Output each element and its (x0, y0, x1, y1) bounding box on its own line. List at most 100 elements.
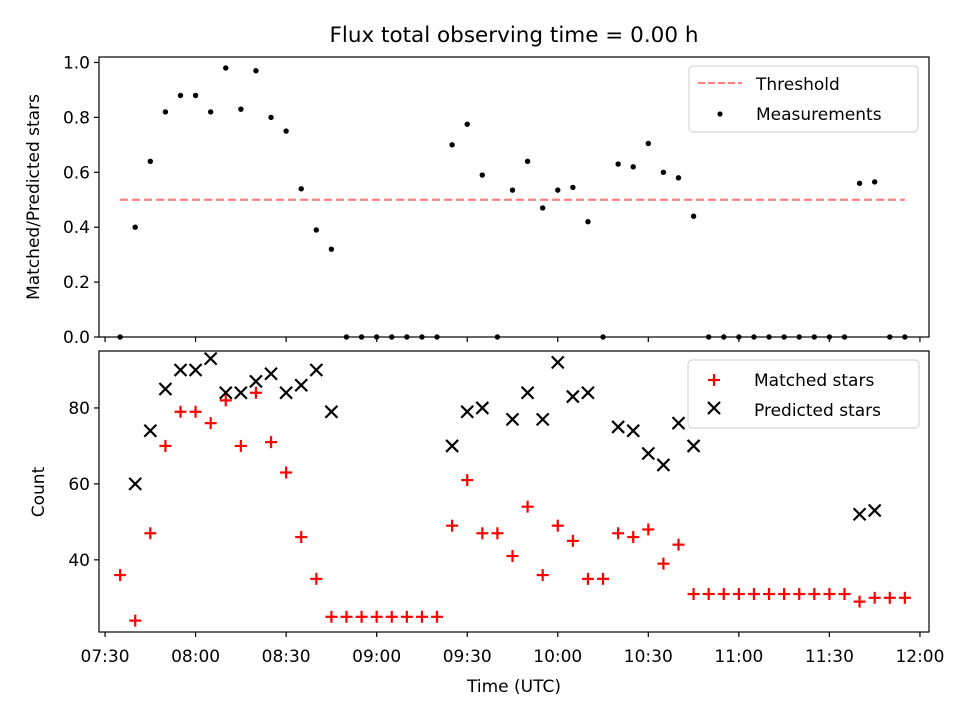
matched-star-marker (702, 588, 715, 601)
measurement-point (298, 186, 304, 192)
measurement-point (434, 334, 440, 340)
matched-star-marker (431, 610, 444, 623)
measurement-point (570, 184, 576, 191)
measurement-point (721, 334, 727, 340)
matched-star-marker (204, 417, 217, 430)
measurement-point (751, 334, 757, 340)
predicted-star-marker (158, 382, 173, 396)
predicted-star-marker (867, 503, 882, 518)
predicted-star-marker (264, 367, 278, 381)
count-legend: Matched stars Predicted stars (687, 359, 920, 429)
matched-star-marker (129, 614, 142, 627)
matched-star-marker (446, 519, 459, 532)
measurement-point (524, 158, 531, 165)
matched-star-marker (521, 500, 534, 513)
measurement-point (238, 106, 244, 112)
x-axis-label: Time (UTC) (466, 677, 561, 697)
matched-star-marker (566, 534, 579, 547)
predicted-star-marker (535, 412, 550, 427)
matched-star-marker (778, 588, 791, 601)
predicted-star-marker (234, 385, 248, 400)
matched-star-marker (249, 386, 262, 399)
matched-star-marker (174, 405, 187, 418)
measurement-point (479, 172, 486, 178)
predicted-star-marker (294, 378, 308, 392)
matched-star-marker (265, 436, 278, 449)
matched-star-marker (763, 588, 776, 601)
matched-star-marker (808, 588, 821, 601)
measurement-point (811, 334, 818, 340)
matched-star-marker (732, 588, 745, 601)
measurement-point (736, 334, 742, 340)
count-y-axis-label: Count (29, 466, 49, 517)
count-ytick-label: 80 (68, 399, 90, 419)
x-tick-label: 10:00 (533, 647, 582, 667)
measurement-point (841, 334, 848, 340)
legend-predicted-swatch (707, 401, 721, 415)
measurement-point (887, 334, 893, 340)
x-tick-label: 11:30 (805, 647, 854, 667)
legend-matched-swatch (708, 374, 720, 386)
x-tick-label: 09:00 (352, 647, 401, 667)
measurement-point (192, 92, 199, 99)
matched-star-marker (400, 610, 413, 623)
measurement-point (253, 68, 259, 74)
matched-star-marker (657, 557, 670, 570)
measurement-point (328, 246, 335, 252)
measurement-point (147, 158, 154, 165)
measurement-point (419, 334, 425, 340)
measurement-point (389, 334, 395, 340)
predicted-star-marker (128, 477, 142, 491)
measurement-point (117, 334, 123, 340)
measurement-point (856, 180, 863, 186)
matched-star-marker (370, 610, 383, 623)
measurement-point (162, 109, 169, 115)
matched-star-marker (506, 550, 519, 563)
legend-measurements-swatch (717, 111, 723, 117)
count-panel: 40 60 80 07:30 08:00 08:30 09:00 09:30 10:00 10:… (29, 350, 944, 697)
matched-star-marker (551, 519, 564, 532)
measurement-point (343, 334, 350, 340)
ratio-ytick-label: 0.8 (63, 108, 90, 128)
measurement-point (871, 179, 878, 185)
measurement-point (313, 227, 320, 233)
matched-star-marker (189, 405, 202, 418)
x-tick-label: 12:00 (895, 647, 944, 667)
matched-star-marker (219, 394, 232, 407)
matched-star-marker (747, 588, 760, 601)
matched-star-marker (581, 572, 594, 585)
ratio-legend: Threshold Measurements (688, 65, 919, 133)
x-tick-label: 10:30 (624, 647, 673, 667)
ratio-ytick-label: 1.0 (63, 53, 90, 73)
count-axes-frame (98, 350, 930, 633)
ratio-ytick-label: 0.0 (63, 328, 90, 348)
predicted-star-marker (581, 385, 595, 400)
count-ytick-label: 60 (68, 475, 90, 495)
matched-star-marker (234, 439, 247, 452)
measurement-point (283, 128, 289, 134)
x-tick-label: 07:30 (81, 647, 130, 667)
predicted-star-marker (626, 423, 640, 438)
measurement-point (796, 334, 802, 340)
predicted-star-marker (686, 439, 701, 453)
ratio-ytick-label: 0.6 (63, 163, 90, 183)
ratio-ytick-label: 0.4 (63, 218, 90, 238)
matched-star-marker (793, 588, 806, 601)
measurement-point (555, 187, 561, 193)
legend-threshold-label: Threshold (755, 75, 840, 95)
matched-star-marker (159, 439, 172, 452)
measurement-point (358, 334, 365, 340)
measurement-point (660, 169, 667, 175)
matched-star-marker (144, 527, 157, 540)
measurement-point (902, 334, 908, 340)
measurement-point (268, 114, 274, 121)
count-ytick-label: 40 (68, 551, 90, 571)
matched-star-marker (355, 610, 368, 623)
measurement-point (404, 334, 410, 340)
ratio-axes-frame (98, 56, 930, 338)
predicted-star-marker (203, 351, 218, 366)
measurement-point (675, 175, 682, 181)
measurement-point (600, 334, 606, 340)
x-tick-label: 11:00 (714, 647, 763, 667)
